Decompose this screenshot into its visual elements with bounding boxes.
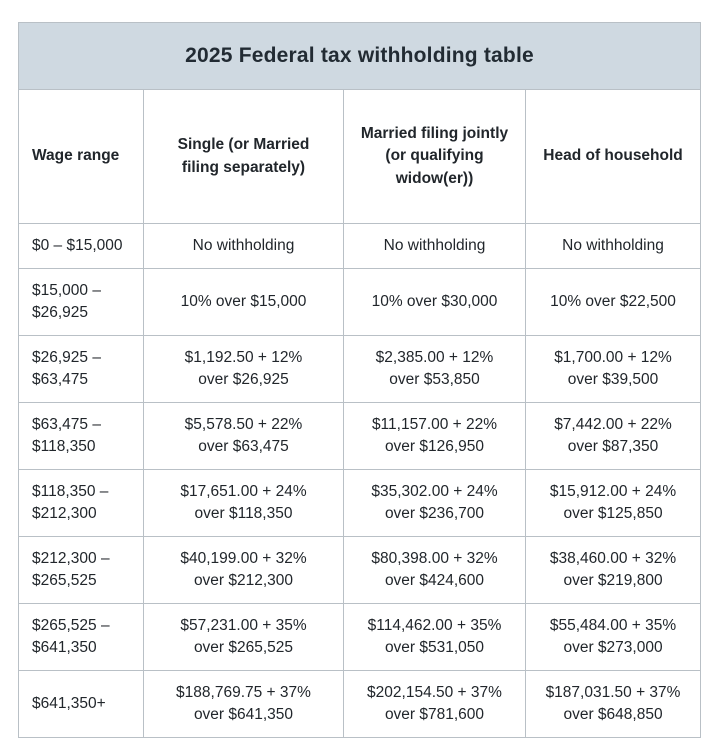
table-row: $118,350 – $212,300 $17,651.00 + 24% ove… — [18, 469, 702, 537]
married-jointly-cell: $2,385.00 + 12% over $53,850 — [343, 335, 526, 403]
head-of-household-cell: No withholding — [524, 223, 702, 269]
head-of-household-cell: $15,912.00 + 24% over $125,850 — [524, 469, 702, 537]
wage-range-cell: $63,475 – $118,350 — [18, 402, 144, 470]
head-of-household-cell: 10% over $22,500 — [524, 268, 702, 336]
column-header-row: Wage range Single (or Married filing sep… — [18, 89, 702, 224]
column-header-single: Single (or Married filing separately) — [143, 89, 344, 224]
married-jointly-cell: $202,154.50 + 37% over $781,600 — [343, 670, 526, 738]
head-of-household-cell: $187,031.50 + 37% over $648,850 — [524, 670, 702, 738]
column-header-wage-range: Wage range — [18, 89, 144, 224]
column-header-head-of-household: Head of household — [524, 89, 702, 224]
single-cell: 10% over $15,000 — [143, 268, 344, 336]
single-cell: $188,769.75 + 37% over $641,350 — [143, 670, 344, 738]
single-cell: $5,578.50 + 22% over $63,475 — [143, 402, 344, 470]
single-cell: $57,231.00 + 35% over $265,525 — [143, 603, 344, 671]
table-row: $0 – $15,000 No withholding No withholdi… — [18, 223, 702, 269]
single-cell: $1,192.50 + 12% over $26,925 — [143, 335, 344, 403]
married-jointly-cell: $11,157.00 + 22% over $126,950 — [343, 402, 526, 470]
single-cell: $40,199.00 + 32% over $212,300 — [143, 536, 344, 604]
wage-range-cell: $641,350+ — [18, 670, 144, 738]
married-jointly-cell: $80,398.00 + 32% over $424,600 — [343, 536, 526, 604]
married-jointly-cell: No withholding — [343, 223, 526, 269]
table-row: $15,000 – $26,925 10% over $15,000 10% o… — [18, 268, 702, 336]
table-row: $212,300 – $265,525 $40,199.00 + 32% ove… — [18, 536, 702, 604]
married-jointly-cell: $114,462.00 + 35% over $531,050 — [343, 603, 526, 671]
table-row: $26,925 – $63,475 $1,192.50 + 12% over $… — [18, 335, 702, 403]
head-of-household-cell: $38,460.00 + 32% over $219,800 — [524, 536, 702, 604]
table-row: $641,350+ $188,769.75 + 37% over $641,35… — [18, 670, 702, 738]
wage-range-cell: $212,300 – $265,525 — [18, 536, 144, 604]
wage-range-cell: $15,000 – $26,925 — [18, 268, 144, 336]
column-header-married-jointly: Married filing jointly (or qualifying wi… — [343, 89, 526, 224]
head-of-household-cell: $55,484.00 + 35% over $273,000 — [524, 603, 702, 671]
single-cell: $17,651.00 + 24% over $118,350 — [143, 469, 344, 537]
single-cell: No withholding — [143, 223, 344, 269]
table-title: 2025 Federal tax withholding table — [17, 22, 702, 90]
wage-range-cell: $265,525 – $641,350 — [18, 603, 144, 671]
wage-range-cell: $118,350 – $212,300 — [18, 469, 144, 537]
table-title-row: 2025 Federal tax withholding table — [17, 22, 702, 90]
table-row: $63,475 – $118,350 $5,578.50 + 22% over … — [18, 402, 702, 470]
wage-range-cell: $26,925 – $63,475 — [18, 335, 144, 403]
head-of-household-cell: $1,700.00 + 12% over $39,500 — [524, 335, 702, 403]
wage-range-cell: $0 – $15,000 — [18, 223, 144, 269]
married-jointly-cell: 10% over $30,000 — [343, 268, 526, 336]
federal-tax-withholding-table: 2025 Federal tax withholding table Wage … — [17, 22, 702, 738]
table-row: $265,525 – $641,350 $57,231.00 + 35% ove… — [18, 603, 702, 671]
head-of-household-cell: $7,442.00 + 22% over $87,350 — [524, 402, 702, 470]
married-jointly-cell: $35,302.00 + 24% over $236,700 — [343, 469, 526, 537]
